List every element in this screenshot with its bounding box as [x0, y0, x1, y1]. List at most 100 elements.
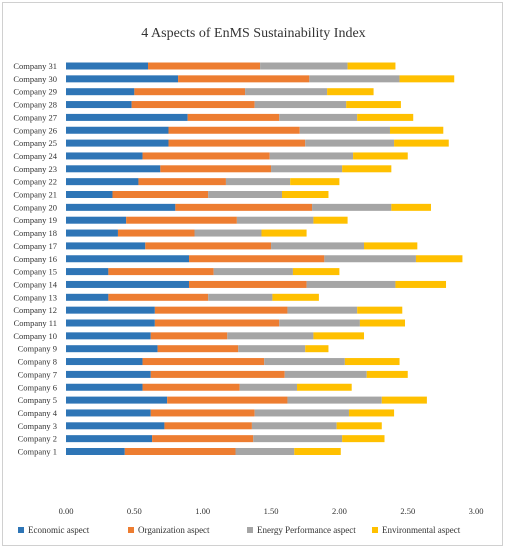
bar-segment-economic-aspect — [66, 88, 135, 96]
category-label: Company 13 — [13, 292, 57, 302]
legend-label: Organization aspect — [138, 525, 210, 535]
bar-segment-organization-aspect — [145, 242, 272, 250]
bar-segment-economic-aspect — [66, 139, 169, 147]
bar-segment-energy-performance-aspect — [287, 396, 382, 404]
bar-segment-environmental-aspect — [313, 332, 365, 340]
category-label: Company 7 — [18, 369, 57, 379]
bar-segment-organization-aspect — [164, 422, 252, 430]
category-label: Company 30 — [13, 74, 57, 84]
bar-segment-energy-performance-aspect — [208, 191, 282, 198]
bar-segment-organization-aspect — [150, 370, 285, 378]
category-label: Company 26 — [13, 125, 57, 135]
category-label: Company 15 — [13, 267, 57, 277]
category-label: Company 17 — [13, 241, 57, 251]
category-label: Company 31 — [13, 61, 57, 71]
x-tick-label: 0.50 — [127, 506, 142, 516]
bar-segment-environmental-aspect — [342, 435, 385, 443]
bar-segment-organization-aspect — [126, 216, 237, 224]
bar-segment-organization-aspect — [152, 435, 254, 443]
bar-segment-energy-performance-aspect — [238, 345, 306, 353]
bar-segment-energy-performance-aspect — [225, 178, 291, 186]
bar-segment-energy-performance-aspect — [235, 448, 295, 455]
bar-segment-economic-aspect — [66, 152, 143, 160]
bar-segment-economic-aspect — [66, 255, 190, 263]
category-label: Company 20 — [13, 202, 57, 212]
category-label: Company 21 — [13, 190, 57, 200]
bar-segment-environmental-aspect — [389, 126, 444, 134]
bar-segment-economic-aspect — [66, 203, 176, 211]
category-label: Company 4 — [18, 408, 58, 418]
bar-segment-energy-performance-aspect — [251, 422, 337, 430]
bar-segment-energy-performance-aspect — [279, 113, 358, 121]
bar-segment-economic-aspect — [66, 422, 165, 430]
category-label: Company 11 — [14, 318, 57, 328]
bar-segment-economic-aspect — [66, 370, 151, 378]
category-label: Company 14 — [13, 279, 57, 289]
bar-segment-energy-performance-aspect — [306, 280, 396, 288]
legend-label: Economic aspect — [28, 525, 90, 535]
bar-segment-organization-aspect — [160, 165, 272, 173]
bar-segment-environmental-aspect — [359, 319, 406, 327]
bar-segment-economic-aspect — [66, 62, 149, 70]
legend-swatch — [18, 527, 24, 533]
bar-segment-economic-aspect — [66, 75, 179, 83]
category-label: Company 6 — [18, 382, 57, 392]
bar-segment-environmental-aspect — [357, 113, 414, 121]
category-label: Company 25 — [13, 138, 57, 148]
bar-segment-energy-performance-aspect — [254, 101, 347, 109]
bar-segment-environmental-aspect — [281, 191, 329, 198]
bar-segment-organization-aspect — [131, 101, 255, 109]
bar-segment-organization-aspect — [168, 126, 300, 134]
bar-segment-environmental-aspect — [342, 165, 392, 173]
category-label: Company 19 — [13, 215, 57, 225]
bar-segment-economic-aspect — [66, 448, 125, 455]
bar-segment-energy-performance-aspect — [312, 203, 392, 211]
bar-segment-environmental-aspect — [346, 101, 401, 109]
category-label: Company 22 — [13, 177, 57, 187]
bar-segment-energy-performance-aspect — [254, 409, 349, 417]
legend-swatch — [128, 527, 134, 533]
bar-segment-organization-aspect — [148, 62, 261, 70]
category-label: Company 9 — [18, 344, 57, 354]
bar-segment-energy-performance-aspect — [264, 358, 345, 366]
bar-segment-organization-aspect — [150, 332, 228, 340]
category-label: Company 24 — [13, 151, 57, 161]
bar-segment-organization-aspect — [189, 280, 307, 288]
bar-segment-environmental-aspect — [391, 203, 431, 211]
bar-segment-economic-aspect — [66, 229, 118, 237]
bar-segment-economic-aspect — [66, 126, 169, 134]
bar-segment-organization-aspect — [167, 396, 288, 404]
bar-segment-organization-aspect — [175, 203, 313, 211]
bar-segment-economic-aspect — [66, 358, 143, 366]
category-label: Company 23 — [13, 164, 57, 174]
bar-segment-environmental-aspect — [366, 370, 408, 378]
bar-segment-energy-performance-aspect — [324, 255, 416, 263]
bar-segment-environmental-aspect — [348, 409, 395, 417]
bar-segment-environmental-aspect — [415, 255, 463, 263]
bar-segment-energy-performance-aspect — [194, 229, 262, 237]
bar-segment-economic-aspect — [66, 178, 139, 186]
bar-segment-organization-aspect — [134, 88, 246, 96]
bar-segment-environmental-aspect — [399, 75, 455, 83]
category-label: Company 28 — [13, 100, 57, 110]
bar-segment-economic-aspect — [66, 113, 188, 121]
bar-segment-energy-performance-aspect — [213, 268, 293, 276]
category-label: Company 16 — [13, 254, 57, 264]
category-label: Company 1 — [18, 447, 57, 457]
x-tick-label: 1.00 — [195, 506, 210, 516]
bar-segment-organization-aspect — [138, 178, 226, 186]
category-label: Company 29 — [13, 87, 57, 97]
bar-segment-economic-aspect — [66, 332, 151, 340]
bar-segment-environmental-aspect — [394, 139, 449, 147]
category-label: Company 5 — [18, 395, 57, 405]
bar-segment-environmental-aspect — [327, 88, 374, 96]
bar-segment-environmental-aspect — [364, 242, 418, 250]
legend-label: Energy Performance aspect — [257, 525, 356, 535]
bar-segment-environmental-aspect — [344, 358, 400, 366]
bar-segment-organization-aspect — [154, 306, 288, 314]
x-tick-label: 3.00 — [469, 506, 484, 516]
bar-segment-environmental-aspect — [357, 306, 403, 314]
category-label: Company 2 — [18, 434, 57, 444]
bar-segment-economic-aspect — [66, 268, 109, 276]
bar-segment-economic-aspect — [66, 165, 161, 173]
